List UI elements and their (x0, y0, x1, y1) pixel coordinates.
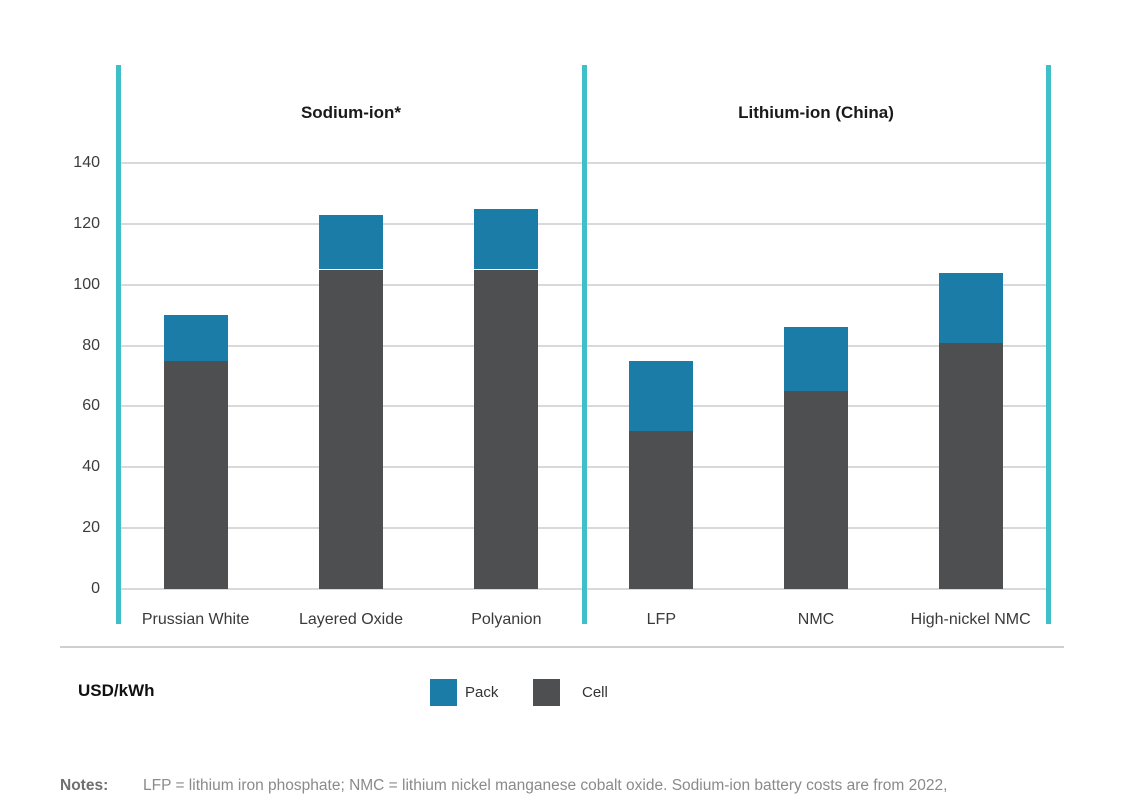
panel-divider-line-1 (581, 65, 587, 624)
bar-segment-pack (319, 214, 383, 270)
legend-swatch-cell (533, 679, 560, 706)
footer-divider (60, 646, 1064, 648)
category-label: Prussian White (141, 611, 250, 628)
notes-text: LFP = lithium iron phosphate; NMC = lith… (143, 777, 948, 794)
y-tick-label-60: 60 (82, 397, 100, 415)
category-label: High-nickel NMC (910, 611, 1031, 628)
category-label: Layered Oxide (298, 611, 404, 628)
bar-segment-cell (784, 391, 848, 589)
y-tick-label-140: 140 (73, 154, 100, 171)
bar-segment-cell (319, 269, 383, 589)
y-tick-label-0: 0 (91, 580, 100, 597)
panel-title-lithium-ion: Lithium-ion (China) (738, 103, 894, 122)
bar-segment-cell (474, 269, 539, 589)
panel-divider-line-2 (1045, 65, 1051, 624)
bar-segment-cell (629, 430, 694, 589)
y-tick-label-80: 80 (82, 336, 100, 354)
y-tick-label-40: 40 (82, 458, 100, 476)
panel-title-sodium-ion: Sodium-ion* (300, 103, 402, 122)
legend-item-cell: Cell (533, 679, 608, 706)
y-tick-label-120: 120 (73, 214, 100, 232)
y-axis-unit-label: USD/kWh (78, 681, 155, 700)
bar-segment-pack (938, 272, 1003, 343)
y-tick-label-100: 100 (73, 275, 100, 293)
bar-segment-pack (629, 360, 694, 431)
bar-segment-cell (163, 360, 228, 589)
legend-item-pack: Pack (430, 679, 498, 706)
category-label: LFP (646, 611, 676, 628)
bar-segment-pack (474, 208, 539, 270)
legend-label: Pack (465, 684, 499, 701)
notes-label: Notes: (60, 777, 109, 794)
bar-segment-pack (784, 327, 848, 392)
legend-label: Cell (582, 684, 608, 701)
y-tick-label-20: 20 (82, 519, 100, 537)
bar-segment-pack (163, 315, 228, 361)
bar-segment-cell (938, 342, 1003, 589)
category-label: NMC (797, 611, 835, 628)
panel-divider-line-0 (115, 65, 121, 624)
category-label: Polyanion (471, 611, 542, 628)
legend-swatch-pack (430, 679, 457, 706)
